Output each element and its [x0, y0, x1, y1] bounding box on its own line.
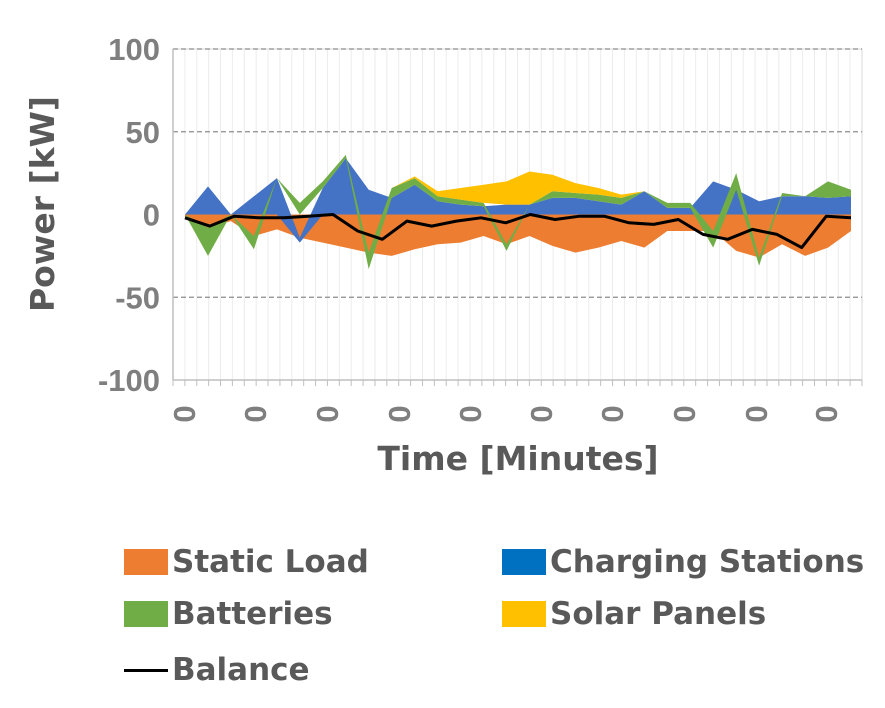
- legend-line-balance: [124, 668, 168, 672]
- y-tick-label: 50: [126, 115, 160, 150]
- x-tick-label: 0: [238, 405, 273, 422]
- legend-item-static-load: Static Load: [124, 544, 369, 580]
- y-tick-label: -100: [98, 363, 160, 398]
- x-axis-title: Time [Minutes]: [377, 439, 658, 478]
- x-tick-label: 0: [382, 405, 417, 422]
- balance-line: [184, 213, 852, 250]
- y-tick-label: 100: [108, 32, 160, 67]
- legend-item-charging-stations: Charging Stations: [502, 544, 864, 580]
- x-tick-label: 0: [739, 405, 774, 422]
- x-tick-label: 0: [667, 405, 702, 422]
- x-tick-label: 0: [524, 405, 559, 422]
- area-solar-panels: [185, 154, 851, 215]
- legend-swatch-solar-panels: [502, 601, 546, 627]
- y-tick-labels: 100 50 0 -50 -100: [98, 32, 160, 398]
- legend-label-batteries: Batteries: [172, 596, 333, 632]
- legend-label-charging-stations: Charging Stations: [550, 544, 865, 580]
- x-tick-label: 0: [310, 405, 345, 422]
- axes: [172, 49, 863, 386]
- legend-label-solar-panels: Solar Panels: [550, 596, 767, 632]
- x-tick-label: 0: [809, 405, 844, 422]
- legend-item-balance: Balance: [124, 652, 310, 688]
- legend-label-balance: Balance: [172, 652, 310, 688]
- legend-item-batteries: Batteries: [124, 596, 333, 632]
- legend-swatch-charging-stations: [502, 549, 546, 575]
- legend-label-static-load: Static Load: [172, 544, 369, 580]
- balance-line-layer: [184, 213, 852, 250]
- x-tick-label: 0: [167, 405, 202, 422]
- x-tick-label: 0: [595, 405, 630, 422]
- legend: Static Load Charging Stations Batteries …: [124, 536, 884, 706]
- y-tick-label: 0: [143, 198, 160, 233]
- x-tick-label: 0: [453, 405, 488, 422]
- legend-swatch-static-load: [124, 549, 168, 575]
- legend-item-solar-panels: Solar Panels: [502, 596, 766, 632]
- y-tick-label: -50: [115, 280, 160, 315]
- area-batteries: [185, 154, 851, 270]
- legend-swatch-batteries: [124, 601, 168, 627]
- y-axis-title: Power [kW]: [23, 96, 62, 312]
- x-tick-labels: 0 0 0 0 0 0 0 0 0 0: [167, 405, 844, 422]
